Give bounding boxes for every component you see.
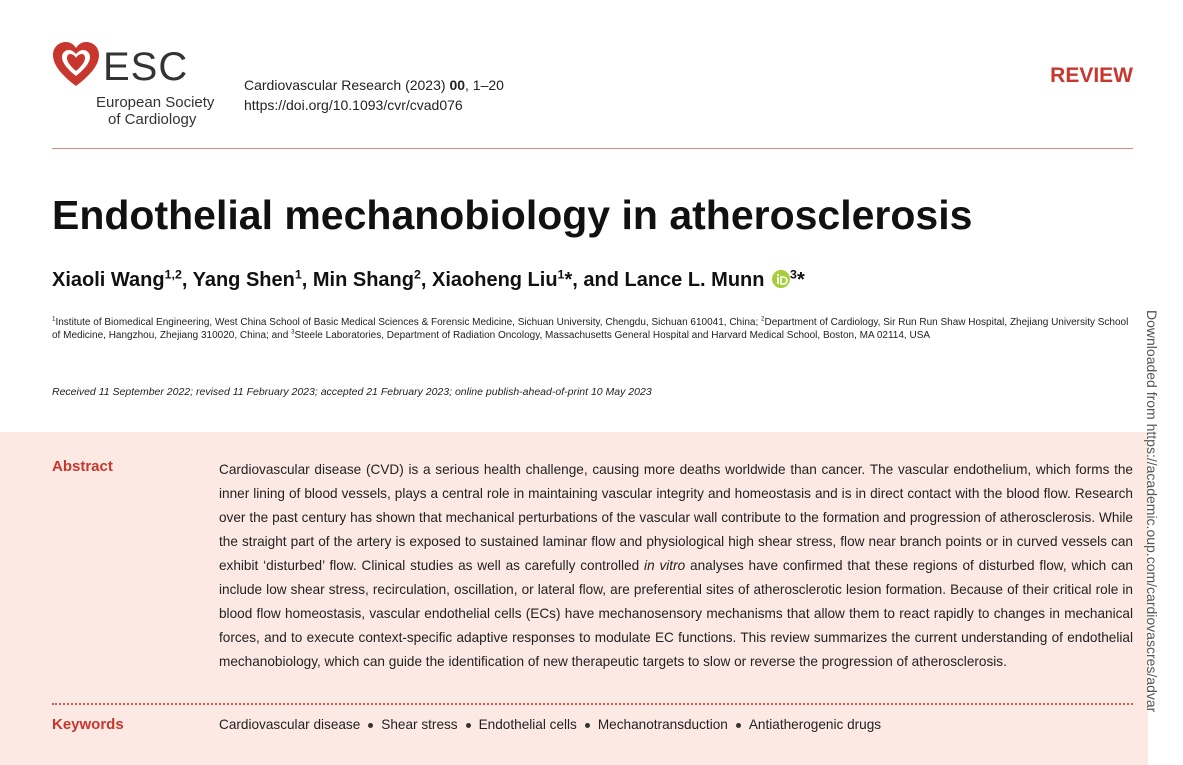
abstract-box <box>0 432 1148 765</box>
keywords-rule <box>52 703 1133 705</box>
orcid-icon[interactable] <box>772 270 791 288</box>
authors: Xiaoli Wang1,2, Yang Shen1, Min Shang2, … <box>52 267 805 292</box>
header-rule <box>52 148 1133 149</box>
author-affil: 1 <box>557 267 565 282</box>
abstract-text: Cardiovascular disease (CVD) is a seriou… <box>219 458 1133 674</box>
affil-text: Steele Laboratories, Department of Radia… <box>294 330 931 341</box>
abstract-label: Abstract <box>52 458 113 475</box>
author-affil: 3 <box>790 267 797 282</box>
download-note: Downloaded from https://academic.oup.com… <box>1144 310 1160 713</box>
logo-abbr: ESC <box>103 45 189 89</box>
affil-number: 1 <box>52 315 56 323</box>
keyword-separator <box>368 722 374 728</box>
keyword: Antiatherogenic drugs <box>748 717 882 732</box>
author: Xiaoli Wang <box>52 269 165 291</box>
citation: Cardiovascular Research (2023) 00, 1–20 <box>244 77 504 93</box>
keyword-separator <box>465 722 471 728</box>
keyword: Mechanotransduction <box>597 717 728 732</box>
keywords: Cardiovascular disease Shear stress Endoth… <box>219 717 881 732</box>
author-affil: 1 <box>294 267 302 282</box>
keyword: Shear stress <box>381 717 458 732</box>
keyword: Endothelial cells <box>478 717 577 732</box>
citation-volume: 00 <box>449 77 466 93</box>
logo-line: of Cardiology <box>108 111 197 128</box>
abstract-part: analyses have confirmed that these regio… <box>219 558 1133 669</box>
author: , Xiaoheng Liu <box>420 269 558 291</box>
corresponding: * <box>564 269 573 291</box>
keyword-separator <box>735 722 741 728</box>
abstract-italic: in vitro <box>644 558 686 573</box>
author: , Yang Shen <box>181 269 295 291</box>
history: Received 11 September 2022; revised 11 F… <box>52 386 652 398</box>
corresponding: * <box>796 269 805 291</box>
author-affil: 1,2 <box>164 267 182 282</box>
author: , Min Shang <box>301 269 414 291</box>
affil-text: Institute of Biomedical Engineering, Wes… <box>55 317 762 328</box>
author-affil: 2 <box>413 267 421 282</box>
keyword-separator <box>584 722 590 728</box>
affil-number: 2 <box>761 315 765 323</box>
logo-line: European Society <box>96 94 215 111</box>
doi[interactable]: https://doi.org/10.1093/cvr/cvad076 <box>244 97 463 113</box>
article-type: REVIEW <box>1050 64 1133 87</box>
citation-part: , 1–20 <box>465 77 504 93</box>
citation-part: Cardiovascular Research (2023) <box>244 77 450 93</box>
affil-number: 3 <box>291 328 295 336</box>
keyword: Cardiovascular disease <box>219 717 361 732</box>
author: , and Lance L. Munn <box>572 269 765 291</box>
title: Endothelial mechanobiology in atheroscle… <box>52 192 973 238</box>
abstract-part: Cardiovascular disease (CVD) is a seriou… <box>219 462 1133 573</box>
affiliations: 1Institute of Biomedical Engineering, We… <box>52 316 1133 342</box>
keywords-label: Keywords <box>52 716 124 733</box>
logo-heart <box>53 42 99 86</box>
affil-text: Department of Cardiology, Sir Run Run Sh… <box>52 317 1129 341</box>
